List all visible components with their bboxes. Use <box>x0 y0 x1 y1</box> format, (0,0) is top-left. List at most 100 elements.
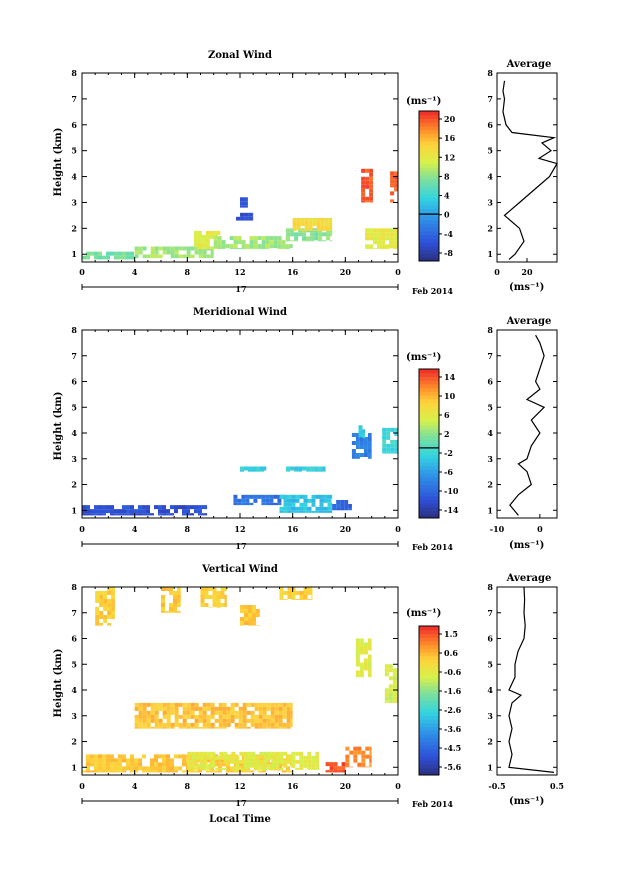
heatmap-cell <box>190 513 194 516</box>
heatmap-cell <box>162 726 167 729</box>
date-marker: 17 <box>235 284 246 294</box>
y-tick-label: 6 <box>71 634 77 644</box>
heatmap-cell <box>193 230 198 235</box>
heatmap-cell <box>195 755 200 760</box>
heatmap-cell <box>303 498 308 503</box>
heatmap-cell <box>311 510 316 513</box>
average-x-tick-label: 20 <box>521 267 533 277</box>
heatmap-cell <box>386 447 391 452</box>
heatmap-cell <box>230 702 235 707</box>
heatmap-cell <box>355 437 360 442</box>
heatmap-cell <box>234 726 239 729</box>
heatmap-cell <box>195 763 200 768</box>
heatmap-cell <box>299 502 304 507</box>
heatmap-cell <box>279 759 284 764</box>
heatmap-cell <box>165 587 169 591</box>
heatmap-cell <box>241 248 246 250</box>
heatmap-cell <box>90 754 94 759</box>
heatmap-cell <box>199 751 204 756</box>
heatmap-cell <box>191 759 196 764</box>
heatmap-cell <box>94 770 98 773</box>
heatmap-cell <box>252 617 256 622</box>
heatmap-cell <box>323 510 328 513</box>
colorbar-segment <box>419 685 439 690</box>
heatmap-cell <box>299 767 304 770</box>
heatmap-cell <box>355 658 360 663</box>
colorbar-segment <box>419 193 439 198</box>
heatmap-cell <box>348 503 352 508</box>
heatmap-cell <box>207 767 212 770</box>
heatmap-cell <box>291 591 296 595</box>
y-tick-label: 3 <box>71 711 77 721</box>
heatmap-cell <box>138 722 143 727</box>
colorbar-tick-label: -0.6 <box>444 667 462 677</box>
heatmap-cell <box>177 587 181 591</box>
heatmap-cell <box>190 710 195 715</box>
heatmap-cell <box>327 494 332 499</box>
average-y-tick-label: 8 <box>487 582 493 592</box>
heatmap-cell <box>295 506 300 511</box>
heatmap-cell <box>275 767 280 770</box>
colorbar-segment <box>419 372 439 377</box>
heatmap-cell <box>286 236 291 241</box>
heatmap-cell <box>369 228 374 233</box>
heatmap-cell <box>158 722 163 727</box>
heatmap-cell <box>299 591 304 595</box>
heatmap-cell <box>94 509 98 514</box>
heatmap-cell <box>248 609 252 614</box>
heatmap-cell <box>158 505 162 510</box>
heatmap-cell <box>237 240 242 245</box>
heatmap-cell <box>382 443 387 448</box>
plot-frame <box>81 586 399 776</box>
heatmap-cell <box>278 726 283 729</box>
heatmap-cell <box>86 758 90 763</box>
heatmap-cell <box>233 494 238 499</box>
heatmap-cell <box>95 611 100 615</box>
heatmap-cell <box>286 232 291 237</box>
heatmap-cell <box>369 750 372 755</box>
colorbar-segment <box>419 126 439 131</box>
colorbar-segment <box>419 133 439 138</box>
heatmap-cell <box>328 221 333 226</box>
heatmap-cell <box>369 236 374 241</box>
heatmap-cell <box>126 255 130 260</box>
heatmap-cell <box>331 502 333 507</box>
heatmap-cell <box>269 502 274 506</box>
heatmap-cell <box>246 702 251 707</box>
heatmap-cell <box>361 176 366 181</box>
heatmap-cell <box>359 650 364 655</box>
heatmap-cell <box>298 466 303 471</box>
heatmap-cell <box>388 668 393 673</box>
heatmap-cell <box>357 750 362 755</box>
colorbar-segment <box>419 163 439 168</box>
average-x-tick-label: 0 <box>537 524 543 534</box>
heatmap-cell <box>393 240 398 245</box>
heatmap-cell <box>146 722 151 727</box>
heatmap-cell <box>294 240 299 242</box>
heatmap-cell <box>390 171 395 176</box>
heatmap-cell <box>154 714 159 719</box>
heatmap-cell <box>365 176 370 181</box>
heatmap-cell <box>146 770 150 773</box>
heatmap-cell <box>254 714 259 719</box>
heatmap-cell <box>351 453 356 458</box>
heatmap-cell <box>377 244 382 249</box>
panel-title: Zonal Wind <box>208 50 272 61</box>
heatmap-cell <box>162 509 166 514</box>
heatmap-cell <box>363 658 368 663</box>
heatmap-cell <box>367 670 372 675</box>
heatmap-cell <box>190 706 195 711</box>
heatmap-cell <box>328 225 333 230</box>
heatmap-cell <box>166 718 171 723</box>
average-y-tick-label: 5 <box>487 659 493 669</box>
heatmap-cell <box>365 228 370 233</box>
date-marker: 17 <box>235 541 246 551</box>
heatmap-cell <box>238 726 243 729</box>
heatmap-cell <box>122 770 126 773</box>
heatmap-cell <box>178 754 182 759</box>
heatmap-cell <box>82 770 86 773</box>
heatmap-cell <box>303 763 308 768</box>
heatmap-cell <box>250 702 255 707</box>
heatmap-cell <box>248 613 252 618</box>
heatmap-cell <box>103 603 108 607</box>
